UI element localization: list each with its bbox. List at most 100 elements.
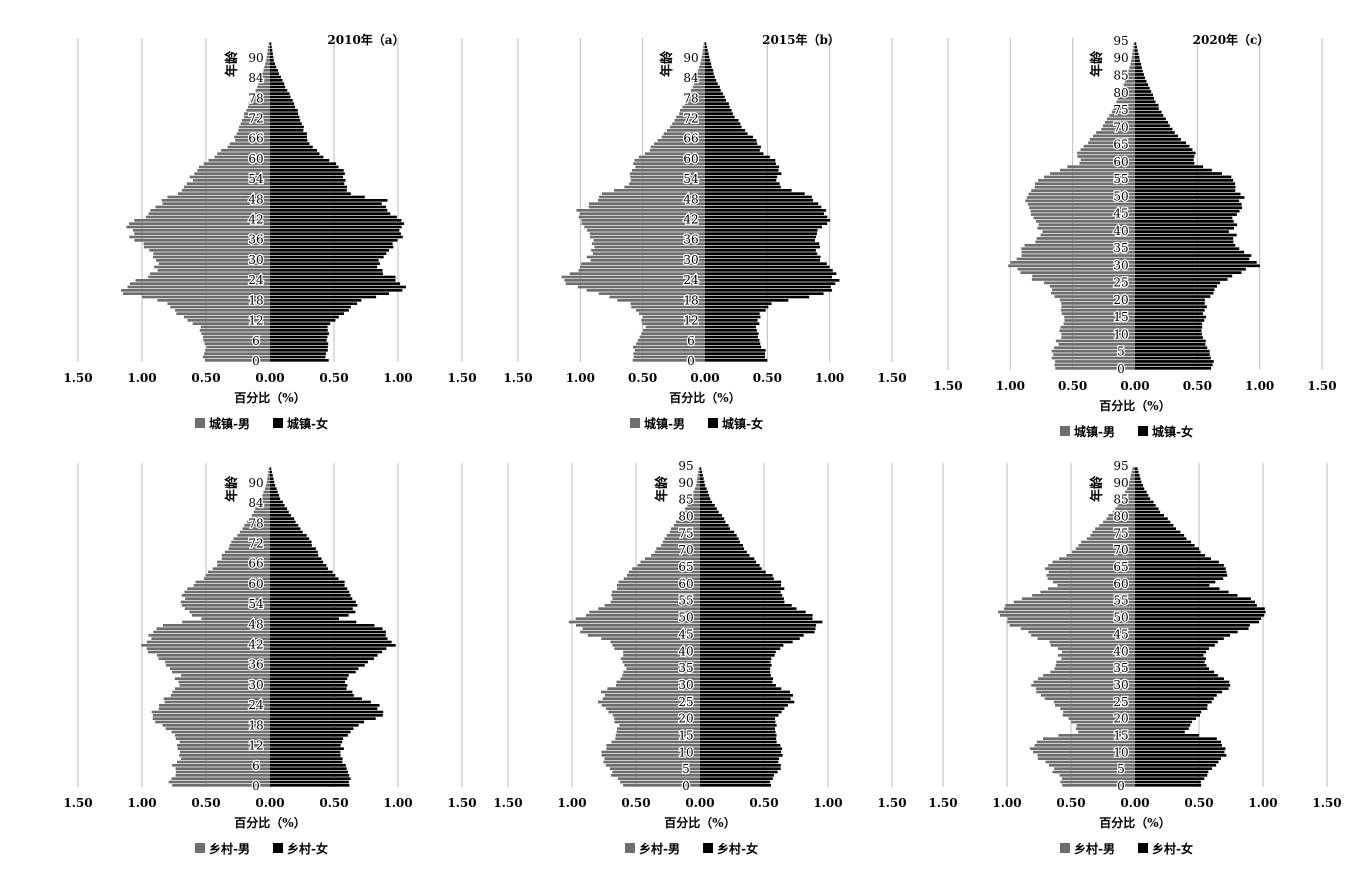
bar-female <box>1135 610 1266 614</box>
bar-female <box>270 62 276 65</box>
bar-female <box>705 142 758 145</box>
bar-female <box>270 49 273 52</box>
x-tick-label: 1.50 <box>1307 379 1336 393</box>
y-axis-label: 年龄 <box>224 50 240 77</box>
bar-male <box>610 640 700 644</box>
bar-male <box>1128 484 1135 487</box>
bar-male <box>1040 233 1135 237</box>
x-tick-label: 0.50 <box>191 371 220 385</box>
bar-male <box>1005 604 1135 607</box>
bar-male <box>637 339 705 342</box>
bar-female <box>700 477 704 480</box>
legend-label-male: 城镇-男 <box>644 416 685 431</box>
bar-female <box>270 95 291 99</box>
bar-female <box>705 42 707 45</box>
bar-female <box>1135 73 1144 76</box>
bar-female <box>705 292 824 295</box>
bar-female <box>270 567 328 570</box>
bar-female <box>705 49 708 52</box>
bar-male <box>217 560 270 564</box>
y-axis-label: 年龄 <box>224 475 240 502</box>
age-tick-label: 20 <box>1113 293 1128 307</box>
bar-female <box>1135 148 1193 151</box>
bar-female <box>700 547 745 550</box>
bar-male <box>179 750 270 754</box>
bar-male <box>601 704 700 707</box>
bar-male <box>591 249 705 252</box>
x-tick-label: 1.00 <box>1245 379 1274 393</box>
bar-male <box>1021 250 1135 254</box>
bar-male <box>609 295 705 299</box>
bar-female <box>270 494 280 497</box>
bar-male <box>683 510 700 514</box>
bar-female <box>700 700 795 704</box>
bar-female <box>1135 240 1234 244</box>
age-tick-label: 25 <box>678 695 693 709</box>
bar-female <box>270 92 290 95</box>
bar-male <box>1058 734 1135 737</box>
bar-male <box>243 112 270 115</box>
bar-male <box>594 245 705 249</box>
bar-male <box>1122 497 1135 500</box>
age-tick-label: 66 <box>248 557 263 571</box>
bar-male <box>264 487 270 490</box>
bar-female <box>700 777 773 780</box>
age-tick-label: 5 <box>1117 762 1125 776</box>
bar-male <box>697 72 705 75</box>
bar-male <box>568 620 700 624</box>
bar-male <box>266 59 270 62</box>
legend: 城镇-男 城镇-女 <box>195 416 328 431</box>
bar-female <box>700 644 784 647</box>
bar-male <box>1030 213 1135 216</box>
bar-male <box>1123 83 1135 87</box>
bar-female <box>270 577 339 580</box>
bar-male <box>1067 165 1135 169</box>
bar-male <box>1125 79 1135 83</box>
bar-female <box>1135 620 1260 624</box>
bar-male <box>142 295 270 299</box>
bar-female <box>700 750 782 754</box>
bar-male <box>241 119 270 122</box>
bar-male <box>630 175 705 179</box>
bar-male <box>183 315 270 319</box>
bar-male <box>263 69 270 72</box>
y-axis-label: 年龄 <box>659 50 675 77</box>
bar-female <box>1135 484 1143 487</box>
bar-female <box>1135 717 1196 720</box>
bar-female <box>1135 550 1201 554</box>
bar-female <box>270 674 349 677</box>
bar-female <box>1135 707 1208 710</box>
age-tick-label: 84 <box>248 71 264 85</box>
x-tick-label: 1.00 <box>1248 796 1277 810</box>
age-tick-label: 6 <box>687 334 695 348</box>
bar-female <box>705 325 757 329</box>
bar-female <box>1135 86 1150 90</box>
bar-female <box>270 710 384 714</box>
x-tick-label: 1.50 <box>877 796 906 810</box>
bar-female <box>705 122 741 125</box>
age-tick-label: 80 <box>1113 86 1128 100</box>
bar-female <box>270 332 330 335</box>
bar-female <box>270 477 274 480</box>
bar-female <box>705 262 827 265</box>
bar-male <box>1131 59 1135 63</box>
bar-male <box>615 737 700 740</box>
bar-male <box>1113 107 1135 110</box>
bar-female <box>700 660 771 664</box>
bar-male <box>626 574 700 577</box>
bar-male <box>156 259 270 262</box>
bar-male <box>1127 487 1135 490</box>
bar-female <box>1135 349 1210 353</box>
bar-male <box>182 620 270 624</box>
bar-male <box>180 600 270 604</box>
bar-male <box>134 219 270 222</box>
bar-female <box>705 322 760 325</box>
bar-female <box>270 510 289 514</box>
bar-male <box>597 199 705 202</box>
bar-female <box>705 185 781 189</box>
bar-female <box>705 209 827 212</box>
bar-male <box>1036 687 1135 690</box>
age-tick-label: 54 <box>683 172 699 186</box>
bar-female <box>1135 264 1260 268</box>
